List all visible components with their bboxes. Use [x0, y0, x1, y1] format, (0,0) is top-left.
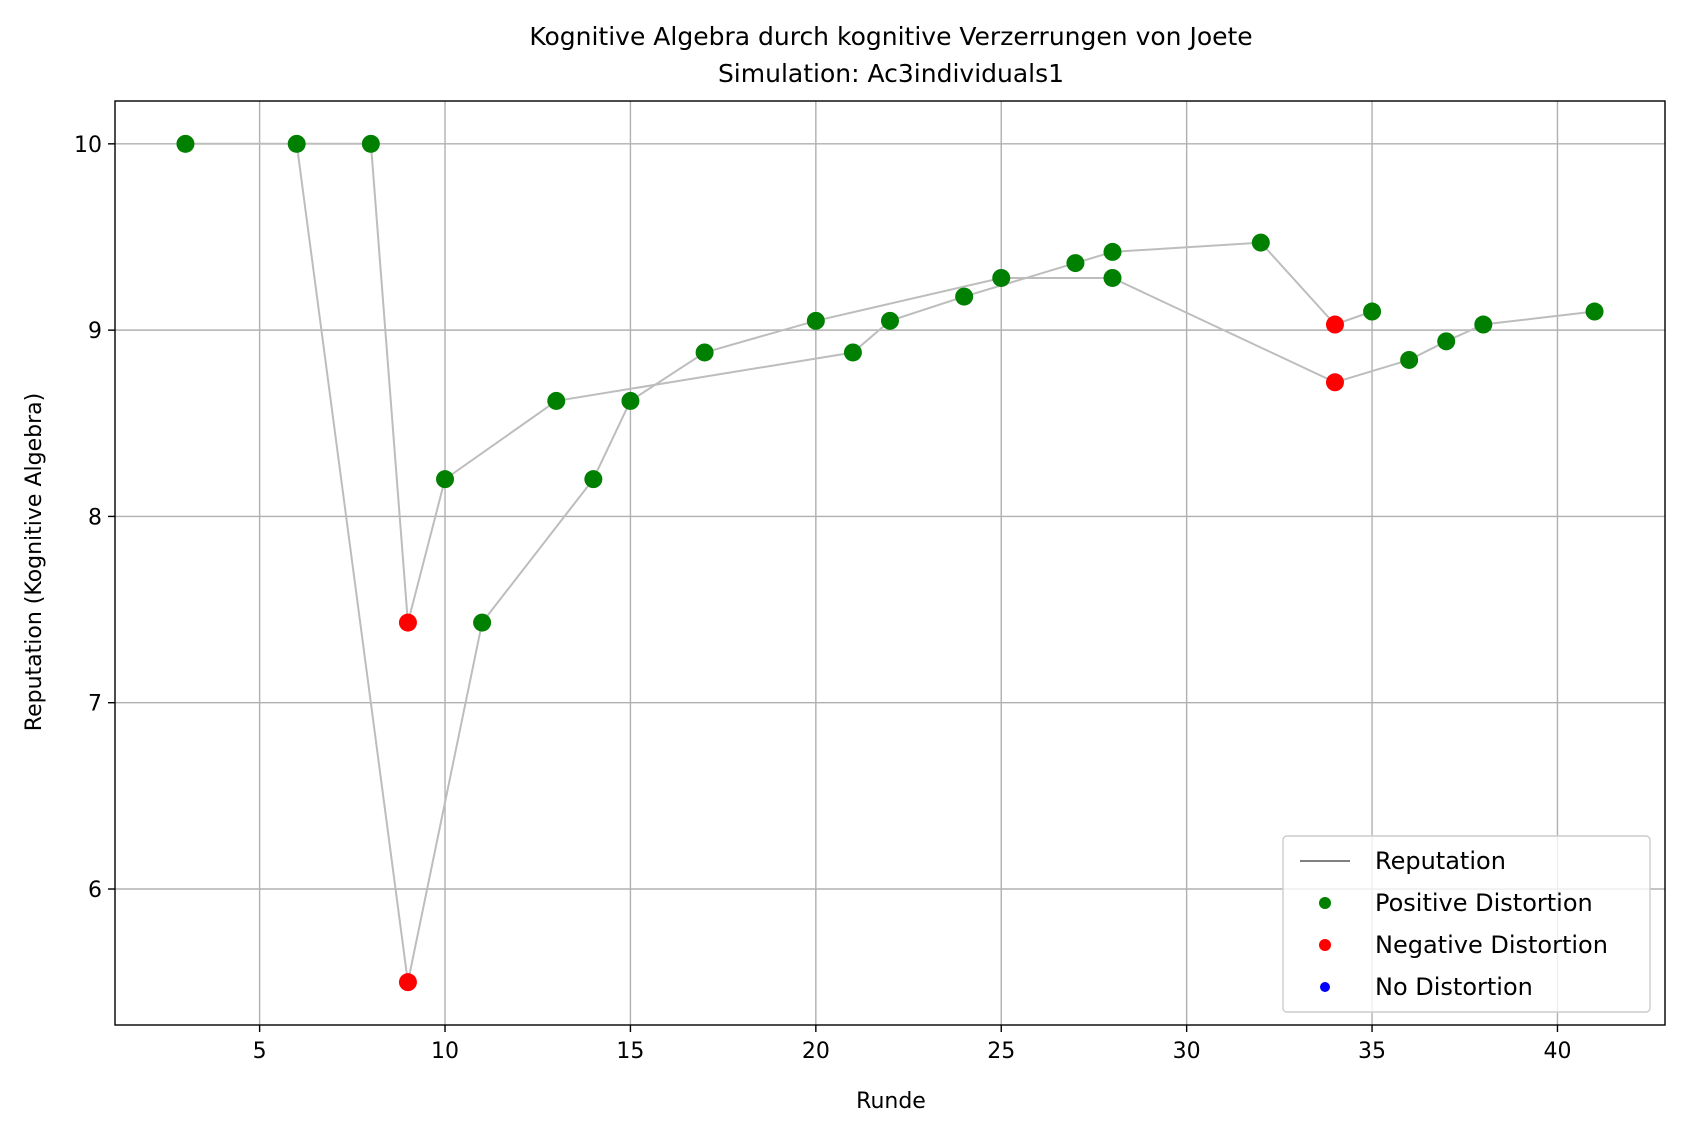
legend-marker-swatch: [1320, 982, 1330, 992]
positive-distortion-point: [1585, 302, 1604, 321]
y-tick-label: 9: [88, 319, 102, 344]
negative-distortion-point: [1325, 373, 1344, 392]
x-tick-label: 10: [431, 1039, 459, 1064]
positive-distortion-point: [695, 343, 714, 362]
x-axis-label: Runde: [856, 1089, 926, 1114]
positive-distortion-point: [806, 311, 825, 330]
y-tick-label: 10: [74, 133, 102, 158]
positive-distortion-point: [473, 613, 492, 632]
legend-marker-swatch: [1319, 939, 1331, 951]
positive-distortion-point: [1103, 242, 1122, 261]
positive-distortion-point: [1103, 268, 1122, 287]
positive-distortion-point: [1363, 302, 1382, 321]
y-tick-label: 7: [88, 692, 102, 717]
positive-distortion-point: [1474, 315, 1493, 334]
y-tick-label: 6: [88, 878, 102, 903]
positive-distortion-point: [1400, 350, 1419, 369]
legend-label: Reputation: [1375, 847, 1506, 875]
positive-distortion-point: [621, 391, 640, 410]
positive-distortion-point: [1437, 332, 1456, 351]
x-tick-label: 15: [616, 1039, 644, 1064]
point-layer: [176, 134, 1604, 992]
positive-distortion-point: [992, 268, 1011, 287]
y-tick-label: 8: [88, 505, 102, 530]
positive-distortion-point: [176, 134, 195, 153]
negative-distortion-point: [398, 613, 417, 632]
positive-distortion-point: [547, 391, 566, 410]
legend-marker-swatch: [1319, 897, 1331, 909]
legend-box: [1282, 835, 1651, 1013]
legend-label: No Distortion: [1375, 973, 1533, 1001]
positive-distortion-point: [436, 470, 455, 489]
x-tick-label: 40: [1543, 1039, 1571, 1064]
positive-distortion-point: [1251, 233, 1270, 252]
x-tick-label: 5: [253, 1039, 267, 1064]
plot-frame: [114, 100, 1666, 1026]
x-tick-label: 25: [987, 1039, 1015, 1064]
chart-title: Kognitive Algebra durch kognitive Verzer…: [529, 22, 1252, 51]
positive-distortion-point: [1066, 254, 1085, 273]
positive-distortion-point: [843, 343, 862, 362]
negative-distortion-point: [1325, 315, 1344, 334]
positive-distortion-point: [287, 134, 306, 153]
legend-label: Positive Distortion: [1375, 889, 1593, 917]
y-axis-label: Reputation (Kognitive Algebra): [22, 393, 47, 731]
x-tick-label: 35: [1358, 1039, 1386, 1064]
positive-distortion-point: [955, 287, 974, 306]
tick-layer: 5 10 15 20 25 30 35 40 6 7 8 9 10: [74, 133, 1571, 1064]
legend-label: Negative Distortion: [1375, 931, 1608, 959]
positive-distortion-point: [584, 470, 603, 489]
chart-subtitle: Simulation: Ac3individuals1: [718, 59, 1064, 88]
positive-distortion-point: [361, 134, 380, 153]
negative-distortion-point: [398, 973, 417, 992]
x-tick-label: 20: [802, 1039, 830, 1064]
legend: Reputation Positive Distortion Negative Di…: [1282, 835, 1651, 1013]
x-tick-label: 30: [1173, 1039, 1201, 1064]
grid-layer: [115, 101, 1665, 1025]
positive-distortion-point: [881, 311, 899, 330]
